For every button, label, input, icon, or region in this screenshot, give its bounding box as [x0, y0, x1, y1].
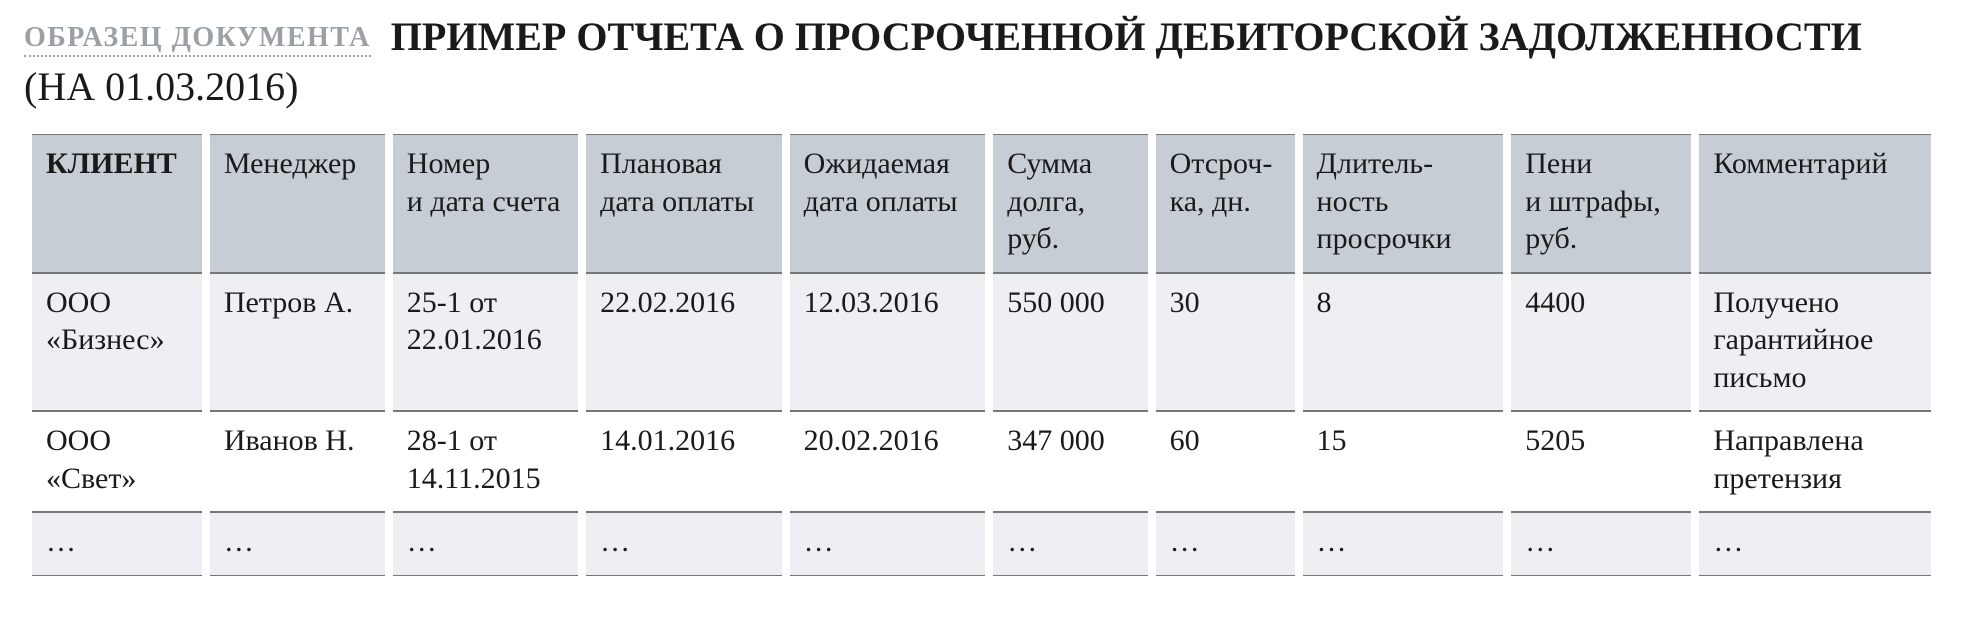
cell-amount: 550 000 — [993, 273, 1147, 412]
cell-penalty: … — [1511, 512, 1691, 576]
cell-exp-date: 12.03.2016 — [790, 273, 986, 412]
cell-comment: … — [1699, 512, 1931, 576]
table-row: … … … … … … … … … … — [32, 512, 1931, 576]
col-header-overdue: Длитель­ность просрочки — [1303, 134, 1504, 273]
cell-comment: Получено гарантийное письмо — [1699, 273, 1931, 412]
document-page: ОБРАЗЕЦ ДОКУМЕНТА ПРИМЕР ОТЧЕТА О ПРОСРО… — [0, 0, 1963, 600]
cell-plan-date: 14.01.2016 — [586, 411, 782, 512]
cell-overdue: 8 — [1303, 273, 1504, 412]
cell-manager: Иванов Н. — [210, 411, 385, 512]
cell-plan-date: … — [586, 512, 782, 576]
overdue-receivables-table: КЛИЕНТ Менеджер Номер и дата счета Плано… — [24, 134, 1939, 576]
cell-grace: 60 — [1156, 411, 1295, 512]
cell-penalty: 4400 — [1511, 273, 1691, 412]
cell-amount: … — [993, 512, 1147, 576]
cell-overdue: 15 — [1303, 411, 1504, 512]
table-header-row: КЛИЕНТ Менеджер Номер и дата счета Плано… — [32, 134, 1931, 273]
cell-manager: Петров А. — [210, 273, 385, 412]
document-title-strong: ПРИМЕР ОТЧЕТА О ПРОСРОЧЕННОЙ ДЕБИТОРСКОЙ… — [391, 14, 1862, 59]
cell-grace: … — [1156, 512, 1295, 576]
cell-penalty: 5205 — [1511, 411, 1691, 512]
table-row: ООО «Бизнес» Петров А. 25-1 от 22.01.201… — [32, 273, 1931, 412]
cell-client: ООО «Свет» — [32, 411, 202, 512]
cell-grace: 30 — [1156, 273, 1295, 412]
cell-invoice: … — [393, 512, 578, 576]
cell-invoice: 28-1 от 14.11.2015 — [393, 411, 578, 512]
cell-plan-date: 22.02.2016 — [586, 273, 782, 412]
cell-client: ООО «Бизнес» — [32, 273, 202, 412]
cell-client: … — [32, 512, 202, 576]
cell-exp-date: … — [790, 512, 986, 576]
cell-overdue: … — [1303, 512, 1504, 576]
cell-invoice: 25-1 от 22.01.2016 — [393, 273, 578, 412]
col-header-grace: От­сроч­ка, дн. — [1156, 134, 1295, 273]
cell-amount: 347 000 — [993, 411, 1147, 512]
cell-manager: … — [210, 512, 385, 576]
col-header-comment: Коммента­рий — [1699, 134, 1931, 273]
col-header-manager: Менеджер — [210, 134, 385, 273]
col-header-invoice: Номер и дата счета — [393, 134, 578, 273]
document-title-light: (НА 01.03.2016) — [24, 64, 298, 109]
col-header-penalty: Пени и штра­фы, руб. — [1511, 134, 1691, 273]
col-header-plan-date: Плано­вая дата оплаты — [586, 134, 782, 273]
cell-exp-date: 20.02.2016 — [790, 411, 986, 512]
table-row: ООО «Свет» Иванов Н. 28-1 от 14.11.2015 … — [32, 411, 1931, 512]
document-heading: ОБРАЗЕЦ ДОКУМЕНТА ПРИМЕР ОТЧЕТА О ПРОСРО… — [24, 12, 1939, 112]
col-header-exp-date: Ожидае­мая дата оплаты — [790, 134, 986, 273]
col-header-client: КЛИЕНТ — [32, 134, 202, 273]
col-header-amount: Сумма долга, руб. — [993, 134, 1147, 273]
document-badge: ОБРАЗЕЦ ДОКУМЕНТА — [24, 22, 371, 57]
cell-comment: Направлена претензия — [1699, 411, 1931, 512]
